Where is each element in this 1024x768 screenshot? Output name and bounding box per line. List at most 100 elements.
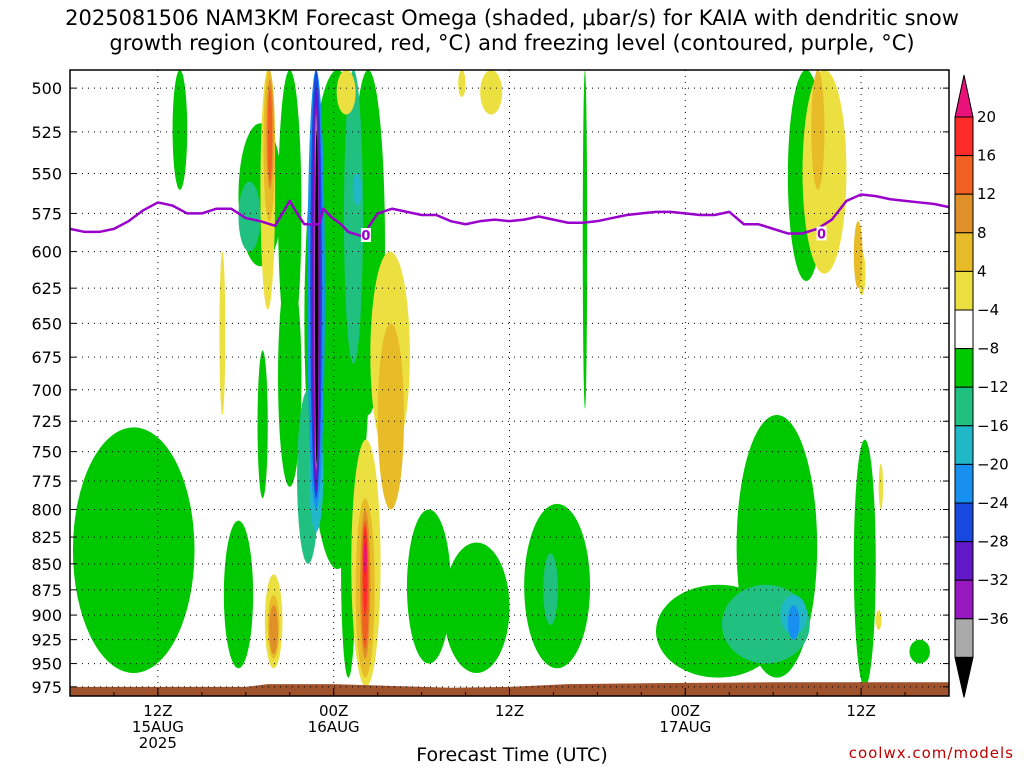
- omega-region-58: [363, 542, 367, 575]
- chart-title-line-1: 2025081506 NAM3KM Forecast Omega (shaded…: [65, 6, 959, 30]
- y-tick-label-800: 800: [31, 500, 62, 519]
- colorbar-swatch-10: [954, 502, 974, 543]
- colorbar-label-11: −28: [977, 533, 1009, 551]
- freezing-level-label-0: 0: [361, 229, 370, 244]
- colorbar-swatch-4: [954, 270, 974, 311]
- y-tick-label-650: 650: [31, 314, 62, 333]
- x-tick-label-2-0: 12Z: [495, 702, 524, 720]
- omega-region-45: [875, 610, 882, 630]
- omega-region-4: [278, 266, 302, 487]
- colorbar-label-13: −36: [977, 610, 1009, 628]
- colorbar-swatch-3: [954, 232, 974, 272]
- x-tick-label-0-1: 15AUG: [132, 718, 184, 736]
- omega-region-11: [443, 542, 510, 673]
- y-tick-label-700: 700: [31, 381, 62, 400]
- colorbar-label-1: 16: [977, 147, 996, 165]
- colorbar-label-6: −8: [977, 340, 999, 358]
- omega-region-50: [811, 70, 825, 190]
- x-tick-label-0-0: 12Z: [143, 702, 172, 720]
- colorbar-label-9: −20: [977, 455, 1009, 473]
- site-credit: coolwx.com/models: [848, 744, 1014, 762]
- colorbar-swatch-9: [954, 463, 974, 504]
- colorbar-swatch-7: [954, 386, 974, 427]
- colorbar-swatch-12: [954, 579, 974, 620]
- x-tick-label-0-2: 2025: [139, 734, 177, 752]
- colorbar-label-0: 20: [977, 108, 996, 126]
- omega-region-41: [458, 70, 466, 98]
- y-tick-label-625: 625: [31, 279, 62, 298]
- omega-region-33: [314, 131, 319, 464]
- omega-region-18: [909, 639, 930, 664]
- colorbar-swatch-2: [954, 193, 974, 234]
- y-tick-label-775: 775: [31, 472, 62, 491]
- omega-region-53: [269, 605, 279, 655]
- colorbar-label-3: 8: [977, 224, 987, 242]
- colorbar-label-12: −32: [977, 571, 1009, 589]
- colorbar-label-8: −16: [977, 417, 1009, 435]
- y-tick-label-950: 950: [31, 655, 62, 674]
- colorbar-swatch-11: [954, 541, 974, 581]
- omega-region-21: [343, 70, 364, 364]
- omega-region-40: [480, 70, 503, 115]
- omega-region-26: [352, 173, 362, 206]
- omega-region-0: [172, 70, 188, 190]
- y-tick-label-600: 600: [31, 243, 62, 262]
- omega-shading-layer: [72, 70, 930, 687]
- omega-region-3: [278, 70, 302, 351]
- omega-region-39: [219, 251, 226, 416]
- freezing-level-line: [69, 193, 950, 238]
- omega-region-8: [72, 427, 195, 673]
- chart-title-line-2: growth region (contoured, red, °C) and f…: [109, 31, 915, 55]
- omega-region-44: [878, 463, 884, 510]
- x-axis-title: Forecast Time (UTC): [416, 744, 608, 766]
- omega-region-51: [853, 221, 863, 289]
- colorbar-bottom-arrow: [954, 656, 974, 698]
- omega-region-34: [336, 70, 356, 115]
- colorbar-label-5: −4: [977, 301, 999, 319]
- omega-region-22: [238, 181, 261, 252]
- omega-region-42: [802, 70, 847, 274]
- y-axis: 500 525 550 575 600 625 650 675 700 725 750 775 800 8…: [31, 79, 949, 697]
- colorbar-swatch-5: [954, 309, 974, 350]
- omega-region-55: [267, 88, 273, 182]
- y-tick-label-925: 925: [31, 631, 62, 650]
- colorbar-label-2: 12: [977, 185, 996, 203]
- y-tick-label-675: 675: [31, 348, 62, 367]
- colorbar-label-7: −12: [977, 378, 1009, 396]
- omega-region-2: [257, 350, 268, 499]
- x-tick-label-3-1: 17AUG: [659, 718, 711, 736]
- x-tick-label-4-0: 12Z: [846, 702, 875, 720]
- y-tick-label-550: 550: [31, 165, 62, 184]
- y-tick-label-500: 500: [31, 79, 62, 98]
- y-tick-label-750: 750: [31, 443, 62, 462]
- omega-region-20: [543, 553, 558, 625]
- freezing-level-label-1: 0: [817, 227, 826, 242]
- y-tick-label-975: 975: [31, 678, 62, 697]
- grid-layer: [70, 70, 949, 696]
- y-tick-label-850: 850: [31, 555, 62, 574]
- omega-region-13: [582, 70, 588, 409]
- colorbar-swatch-6: [954, 348, 974, 388]
- colorbar-label-4: 4: [977, 262, 987, 280]
- y-tick-label-725: 725: [31, 412, 62, 431]
- colorbar-top-arrow: [954, 74, 974, 118]
- freezing-level-label-bg-0: [360, 227, 371, 242]
- omega-region-7: [341, 457, 356, 678]
- colorbar-swatch-0: [954, 116, 974, 157]
- colorbar: 20 16 12 8 4 −4 −8 −12 −16 −20 −24 −28 −32 −36: [954, 74, 1009, 698]
- omega-region-27: [787, 605, 800, 640]
- y-tick-label-825: 825: [31, 528, 62, 547]
- y-tick-label-875: 875: [31, 581, 62, 600]
- omega-region-46: [377, 323, 405, 510]
- freezing-level-label-bg-1: [816, 226, 827, 241]
- x-tick-label-3-0: 00Z: [671, 702, 700, 720]
- omega-region-9: [223, 520, 254, 669]
- omega-region-10: [406, 509, 451, 664]
- x-tick-label-1-1: 16AUG: [308, 718, 360, 736]
- y-tick-label-900: 900: [31, 606, 62, 625]
- colorbar-swatch-8: [954, 425, 974, 465]
- x-tick-label-1-0: 00Z: [319, 702, 348, 720]
